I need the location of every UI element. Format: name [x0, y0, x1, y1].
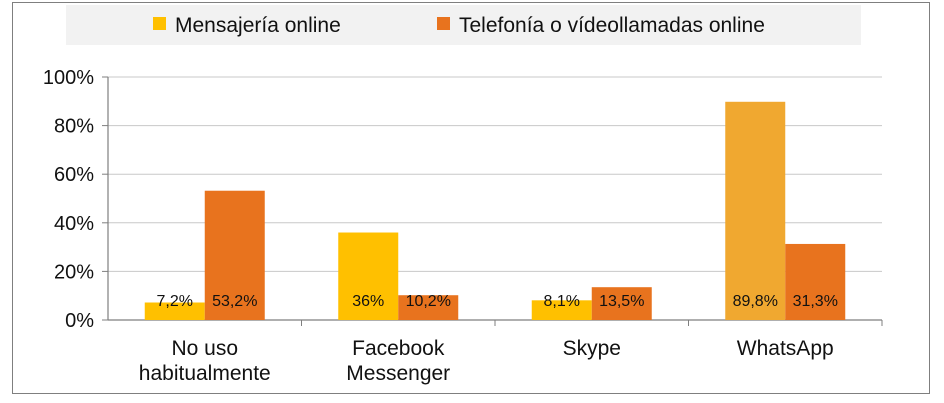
x-tick-label: Messenger: [346, 362, 450, 385]
legend-label: Mensajería online: [175, 14, 341, 37]
data-labels: 7,2% 53,2% 36% 10,2% 8,1% 13,5% 89,8% 31,3%: [157, 293, 838, 310]
legend-label: Telefonía o vídeollamadas online: [459, 14, 765, 37]
y-tick-label: 60%: [54, 164, 94, 186]
legend-background: [66, 5, 861, 45]
bars: [144, 101, 846, 320]
data-label: 13,5%: [599, 293, 644, 310]
x-tick-label: WhatsApp: [737, 337, 834, 360]
y-tick-label: 80%: [54, 116, 94, 138]
legend: Mensajería online Telefonía o vídeollamad…: [153, 14, 765, 37]
x-tick-label: habitualmente: [139, 362, 271, 385]
bar: [338, 232, 399, 320]
data-label: 36%: [352, 293, 384, 310]
data-label: 10,2%: [406, 293, 451, 310]
legend-swatch: [153, 17, 166, 30]
data-label: 31,3%: [793, 293, 838, 310]
bar: [144, 302, 205, 320]
x-tick-label: Skype: [563, 337, 621, 360]
data-label: 89,8%: [733, 293, 778, 310]
y-tick-label: 40%: [54, 213, 94, 235]
x-tick-label: Facebook: [352, 337, 445, 360]
y-tick-label: 0%: [65, 310, 94, 332]
bar: [785, 243, 846, 320]
bar: [398, 295, 459, 320]
data-label: 53,2%: [212, 293, 257, 310]
x-tick-label: No uso: [171, 337, 238, 360]
bar: [725, 101, 786, 320]
legend-swatch: [437, 17, 450, 30]
bar: [204, 190, 265, 320]
y-tick-label: 100%: [43, 67, 94, 89]
data-label: 7,2%: [157, 293, 193, 310]
bar: [531, 300, 592, 320]
bar: [591, 287, 652, 320]
data-label: 8,1%: [544, 293, 580, 310]
y-tick-label: 20%: [54, 261, 94, 283]
